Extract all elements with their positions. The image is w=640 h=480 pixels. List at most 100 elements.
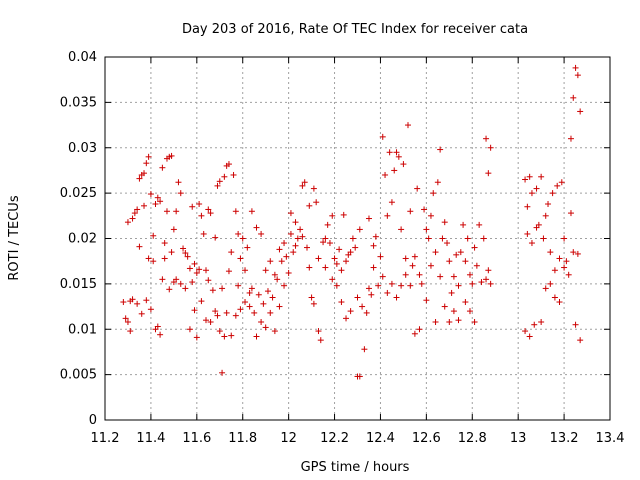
data-point <box>276 303 283 310</box>
data-point <box>567 210 574 217</box>
data-point <box>375 282 382 289</box>
data-point <box>212 308 219 315</box>
data-point <box>483 135 490 142</box>
data-point <box>170 226 177 233</box>
data-point <box>322 235 329 242</box>
data-point <box>554 182 561 189</box>
data-point <box>281 240 288 247</box>
data-point <box>157 198 164 205</box>
data-point <box>214 182 221 189</box>
data-point <box>147 306 154 313</box>
data-point <box>232 312 239 319</box>
data-point <box>173 208 180 215</box>
data-point <box>340 211 347 218</box>
data-point <box>437 146 444 153</box>
data-point <box>216 178 223 185</box>
data-point <box>368 291 375 298</box>
y-tick-label: 0.035 <box>60 95 97 110</box>
data-point <box>299 182 306 189</box>
data-point <box>393 149 400 156</box>
data-point <box>248 285 255 292</box>
data-point <box>196 266 203 273</box>
data-point <box>574 72 581 79</box>
x-tick-label: 11.8 <box>228 431 257 446</box>
data-point <box>154 323 161 330</box>
data-point <box>432 318 439 325</box>
data-point <box>386 149 393 156</box>
data-point <box>432 249 439 256</box>
data-point <box>471 244 478 251</box>
data-point <box>453 251 460 258</box>
data-point <box>487 144 494 151</box>
data-point <box>528 190 535 197</box>
data-point <box>214 312 221 319</box>
data-point <box>129 296 136 303</box>
data-point <box>524 230 531 237</box>
x-tick-label: 11.6 <box>182 431 211 446</box>
data-point <box>446 318 453 325</box>
data-point <box>205 206 212 213</box>
data-point <box>198 212 205 219</box>
data-point <box>352 244 359 251</box>
data-point <box>421 206 428 213</box>
data-point <box>363 309 370 316</box>
data-point <box>138 310 145 317</box>
data-point <box>246 303 253 310</box>
data-point <box>356 373 363 380</box>
data-point <box>382 171 389 178</box>
data-point <box>457 249 464 256</box>
data-point <box>292 219 299 226</box>
data-point <box>147 191 154 198</box>
data-point <box>124 318 131 325</box>
data-point <box>441 219 448 226</box>
data-point <box>343 315 350 322</box>
data-point <box>287 230 294 237</box>
data-point <box>538 173 545 180</box>
data-point <box>402 255 409 262</box>
data-point <box>127 328 134 335</box>
data-point <box>379 133 386 140</box>
data-point <box>551 267 558 274</box>
data-point <box>150 232 157 239</box>
data-point <box>476 221 483 228</box>
data-point <box>563 258 570 265</box>
data-point <box>207 318 214 325</box>
data-point <box>427 212 434 219</box>
x-tick-label: 13.2 <box>550 431 579 446</box>
data-point <box>228 332 235 339</box>
x-tick-label: 11.2 <box>91 431 120 446</box>
data-point <box>235 230 242 237</box>
data-point <box>281 282 288 289</box>
data-point <box>574 250 581 257</box>
data-point <box>219 369 226 376</box>
data-point <box>221 173 228 180</box>
data-point <box>485 267 492 274</box>
data-point <box>260 300 267 307</box>
x-tick-label: 12 <box>280 431 297 446</box>
data-point <box>322 264 329 271</box>
data-point <box>242 267 249 274</box>
data-point <box>242 299 249 306</box>
data-point <box>565 271 572 278</box>
data-point <box>141 202 148 209</box>
data-point <box>145 255 152 262</box>
data-point <box>285 269 292 276</box>
data-point <box>464 235 471 242</box>
data-point <box>398 282 405 289</box>
data-point <box>262 324 269 331</box>
data-point <box>253 224 260 231</box>
data-point <box>161 240 168 247</box>
data-point <box>427 262 434 269</box>
data-point <box>177 280 184 287</box>
data-point <box>180 245 187 252</box>
data-point <box>331 255 338 262</box>
data-point <box>343 258 350 265</box>
data-point <box>423 226 430 233</box>
data-point <box>221 333 228 340</box>
data-point <box>528 240 535 247</box>
data-point <box>168 249 175 256</box>
data-point <box>347 308 354 315</box>
data-point <box>191 260 198 267</box>
data-point <box>377 253 384 260</box>
chart-title: Day 203 of 2016, Rate Of TEC Index for r… <box>182 22 528 37</box>
